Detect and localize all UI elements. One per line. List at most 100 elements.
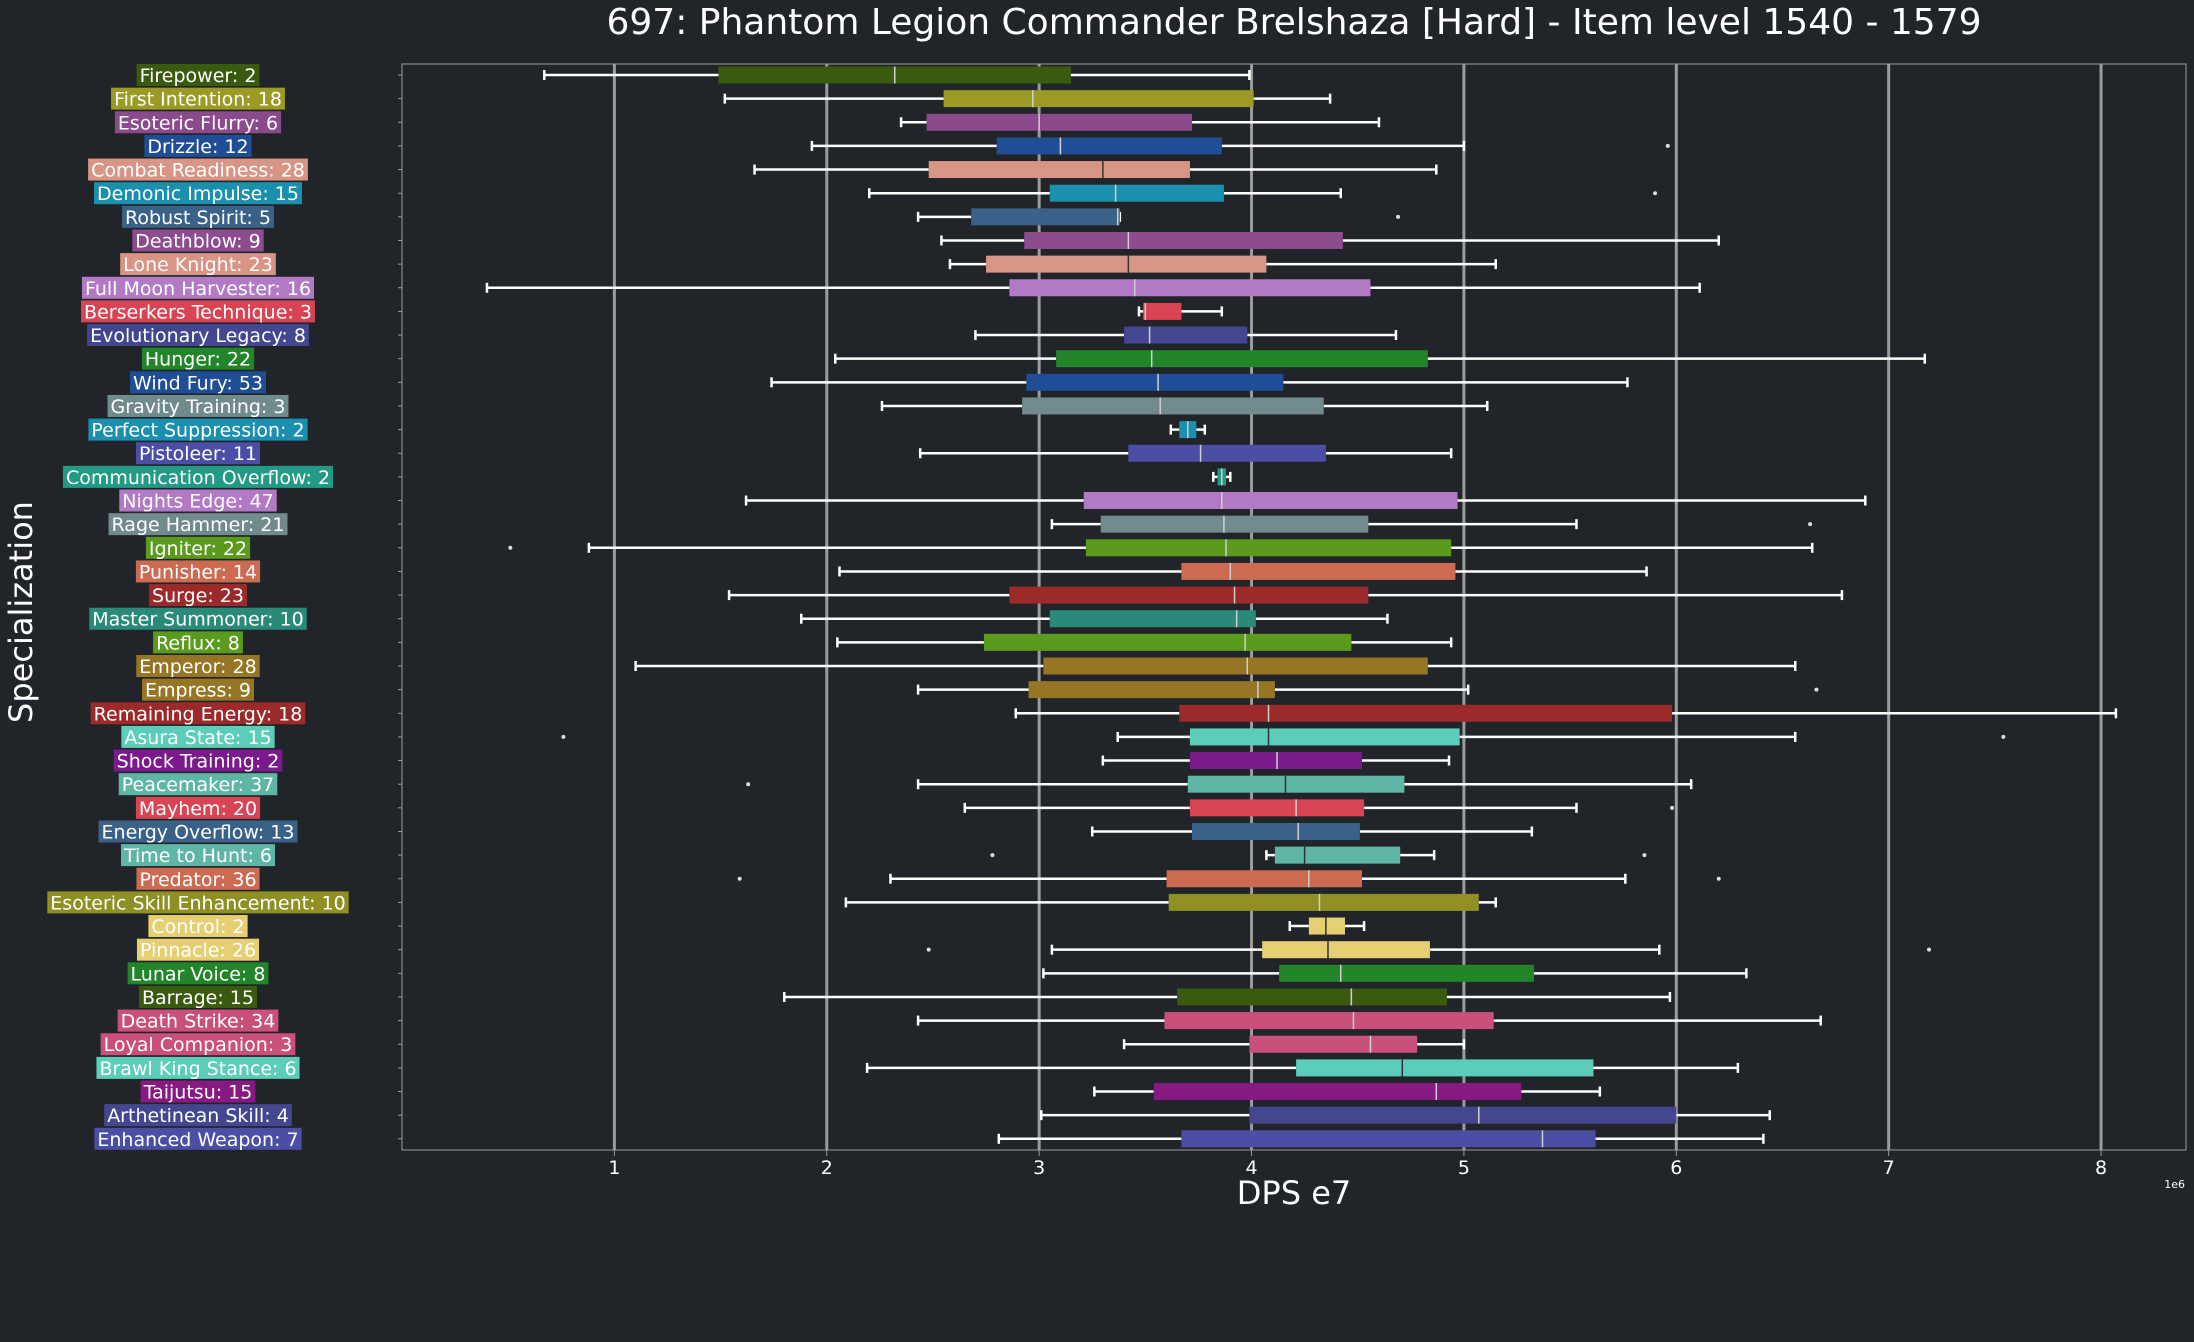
box-iqr [1022, 397, 1324, 415]
outlier-point [1396, 214, 1401, 219]
category-label: Esoteric Flurry: 6 [114, 111, 282, 134]
category-label-bg [94, 182, 302, 205]
category-label-text: Remaining Energy: 18 [94, 703, 303, 725]
box-item [561, 728, 2006, 746]
category-label: Demonic Impulse: 15 [94, 182, 302, 205]
category-label-text: Evolutionary Legacy: 8 [90, 325, 306, 347]
category-label: Pinnacle: 26 [136, 938, 260, 962]
box-item [1014, 704, 2118, 722]
box-iqr [971, 208, 1120, 226]
category-label-bg [153, 631, 243, 654]
category-label-bg [47, 891, 349, 914]
category-label-text: Berserkers Technique: 3 [84, 301, 312, 323]
category-label-text: Robust Spirit: 5 [125, 207, 271, 229]
category-label-text: Lunar Voice: 8 [131, 963, 266, 985]
box-item [810, 137, 1670, 155]
category-label: Energy Overflow: 13 [98, 820, 298, 843]
outlier-point [746, 782, 751, 787]
category-label: Empress: 9 [142, 678, 254, 702]
box-item [990, 846, 1647, 864]
category-label-text: Pinnacle: 26 [140, 940, 256, 962]
category-label-text: Nights Edge: 47 [122, 491, 273, 513]
outlier-point [1927, 947, 1932, 952]
category-label-text: Rage Hammer: 21 [112, 514, 285, 536]
box-iqr [926, 113, 1193, 131]
category-label-text: Peacemaker: 37 [122, 774, 275, 796]
category-label: Rage Hammer: 21 [108, 513, 288, 536]
y-axis-label: Specialization [2, 501, 40, 723]
category-label-bg [107, 394, 289, 417]
category-label: Shock Training: 2 [113, 749, 283, 773]
category-label: Firepower: 2 [136, 64, 260, 87]
outlier-point [2001, 734, 2006, 739]
box-iqr [1189, 752, 1362, 770]
box-iqr [1143, 302, 1182, 320]
category-label: Esoteric Skill Enhancement: 10 [47, 891, 349, 914]
outlier-point [1665, 143, 1670, 148]
box-iqr [1187, 775, 1405, 793]
box-iqr [1026, 373, 1284, 391]
category-label-text: Esoteric Flurry: 6 [118, 112, 278, 134]
category-label-bg [96, 1056, 300, 1079]
plot-area [401, 63, 2187, 1151]
category-label-bg [135, 442, 261, 465]
category-label-bg [140, 1080, 256, 1103]
box-item [1288, 917, 1366, 935]
category-label: Taijutsu: 15 [140, 1080, 256, 1104]
category-label-bg [81, 300, 315, 323]
category-label-text: Firepower: 2 [140, 65, 257, 87]
box-iqr [1262, 941, 1430, 959]
x-tick-label: 4 [1245, 1157, 1257, 1179]
category-label-bg [141, 347, 255, 370]
outlier-point [990, 853, 995, 858]
outlier-point [1642, 853, 1647, 858]
category-label-bg [88, 418, 308, 441]
category-label-text: First Intention: 18 [114, 89, 282, 111]
box-item [899, 113, 1381, 131]
category-label-text: Demonic Impulse: 15 [97, 183, 299, 205]
box-item [1212, 468, 1232, 486]
category-label-text: Death Strike: 34 [121, 1011, 276, 1033]
category-label-bg [117, 1009, 279, 1032]
category-label-bg [136, 64, 260, 86]
category-label: Loyal Companion: 3 [100, 1033, 296, 1056]
x-tick-label: 3 [1033, 1157, 1045, 1179]
category-label-bg [135, 796, 261, 819]
box-item [744, 492, 1867, 510]
category-label-text: Emperor: 28 [139, 656, 256, 678]
box-item [1122, 1035, 1466, 1053]
box-iqr [1153, 1083, 1522, 1101]
box-iqr [1179, 704, 1673, 722]
category-label-text: Lone Knight: 23 [123, 254, 273, 276]
outlier-point [926, 947, 931, 952]
category-label-text: Full Moon Harvester: 16 [85, 278, 311, 300]
category-label: Brawl King Stance: 6 [96, 1056, 300, 1080]
category-label: Nights Edge: 47 [119, 489, 277, 513]
box-iqr [1177, 988, 1447, 1006]
category-label: Enhanced Weapon: 7 [94, 1127, 302, 1151]
category-label-bg [98, 820, 298, 843]
category-label: Predator: 36 [136, 867, 260, 891]
box-iqr [1166, 870, 1362, 888]
category-label: Barrage: 15 [139, 985, 257, 1009]
category-label: Lunar Voice: 8 [127, 962, 269, 985]
category-label-text: Gravity Training: 3 [111, 396, 286, 418]
box-item [783, 988, 1672, 1006]
box-iqr [1085, 539, 1452, 557]
x-tick-label: 2 [821, 1157, 833, 1179]
box-item [1169, 421, 1207, 439]
box-item [1042, 964, 1748, 982]
category-label: Igniter: 22 [145, 536, 251, 560]
box-iqr [1009, 279, 1371, 297]
category-label: Hunger: 22 [141, 347, 255, 371]
category-label: Death Strike: 34 [117, 1009, 279, 1033]
category-label-text: Perfect Suppression: 2 [91, 420, 304, 442]
category-label-bg [142, 678, 254, 701]
category-label-bg [121, 725, 275, 748]
box-iqr [1274, 846, 1401, 864]
box-iqr [928, 161, 1190, 179]
category-label-text: Asura State: 15 [124, 727, 271, 749]
box-item [737, 870, 1721, 888]
category-label-bg [132, 229, 264, 252]
box-item [834, 350, 1927, 368]
